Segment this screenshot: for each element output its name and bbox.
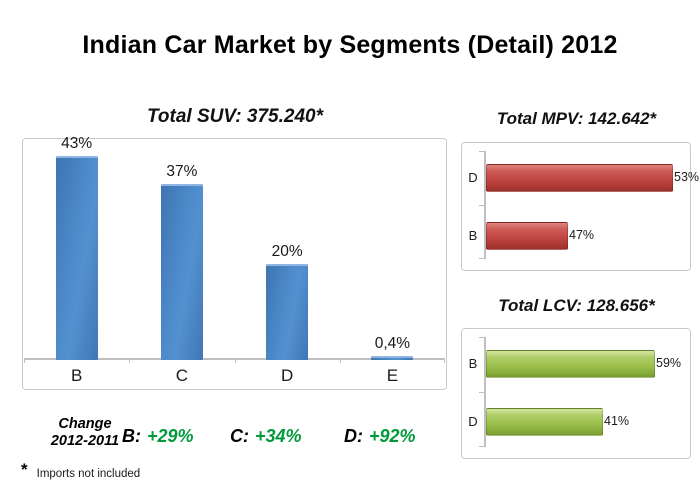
axis-tick (479, 446, 484, 447)
asterisk-icon: * (21, 460, 28, 479)
bar-value-label: 41% (604, 414, 630, 428)
suv-bar-b (55, 156, 98, 360)
lcv-chart: 59% B 41% D (461, 328, 691, 459)
axis-tick (339, 359, 341, 363)
y-axis (484, 151, 486, 259)
change-item-d: D: +92% (344, 426, 416, 447)
bar-value-label: 20% (271, 243, 303, 260)
category-label: B (70, 366, 83, 385)
bar-value-label: 43% (61, 135, 93, 152)
category-label: D (468, 414, 478, 429)
change-item-c: C: +34% (230, 426, 302, 447)
category-label: D (280, 366, 294, 385)
axis-tick (479, 258, 484, 259)
axis-tick (479, 151, 484, 152)
bar-value-label: 37% (166, 163, 198, 180)
change-item-b: B: +29% (122, 426, 194, 447)
page-title: Indian Car Market by Segments (Detail) 2… (82, 31, 618, 59)
bar-value-label: 53% (674, 170, 700, 184)
mpv-chart-title: Total MPV: 142.642* (496, 109, 657, 128)
axis-tick (24, 359, 25, 363)
category-label: D (468, 170, 478, 185)
axis-tick (479, 337, 484, 338)
suv-chart-title: Total SUV: 375.240* (146, 106, 323, 127)
change-period-label: Change 2012-2011 (25, 416, 145, 449)
change-label-line2: 2012-2011 (50, 432, 120, 449)
change-value-b: +29% (147, 426, 194, 446)
mpv-chart: 53% D 47% B (461, 142, 699, 271)
change-value-c: +34% (255, 426, 302, 446)
footnote: * Imports not included (21, 461, 140, 480)
bar-value-label: 47% (569, 228, 595, 242)
change-label-line1: Change (58, 416, 112, 432)
lcv-bar-b (486, 350, 655, 378)
mpv-plot-area: 53% D 47% B (462, 143, 699, 270)
change-segment-d: D: (344, 426, 363, 446)
suv-plot-area: 43% B 37% C 20% D 0,4% E (23, 135, 446, 389)
category-label: B (468, 356, 478, 371)
category-label: B (468, 228, 478, 243)
bar-value-label: 0,4% (374, 335, 411, 352)
suv-bar-c (160, 184, 203, 360)
change-segment-c: C: (230, 426, 249, 446)
lcv-bar-d (486, 408, 603, 436)
lcv-chart-title: Total LCV: 128.656* (498, 296, 655, 315)
axis-tick (479, 392, 484, 393)
footnote-text: Imports not included (36, 468, 141, 480)
category-label: E (386, 366, 399, 385)
lcv-plot-area: 59% B 41% D (462, 329, 690, 458)
y-axis (484, 337, 486, 447)
suv-bar-e (371, 356, 414, 360)
suv-bar-d (266, 264, 309, 360)
axis-tick (129, 359, 131, 363)
mpv-bar-d (486, 164, 673, 192)
axis-tick (234, 359, 236, 363)
suv-chart: 43% B 37% C 20% D 0,4% E (22, 135, 447, 390)
x-axis (24, 358, 445, 360)
axis-tick (479, 205, 484, 206)
axis-tick (444, 359, 445, 363)
mpv-bar-b (486, 222, 568, 250)
bar-value-label: 59% (656, 356, 682, 370)
change-segment-b: B: (122, 426, 141, 446)
category-label: C (175, 366, 189, 385)
change-value-d: +92% (369, 426, 416, 446)
